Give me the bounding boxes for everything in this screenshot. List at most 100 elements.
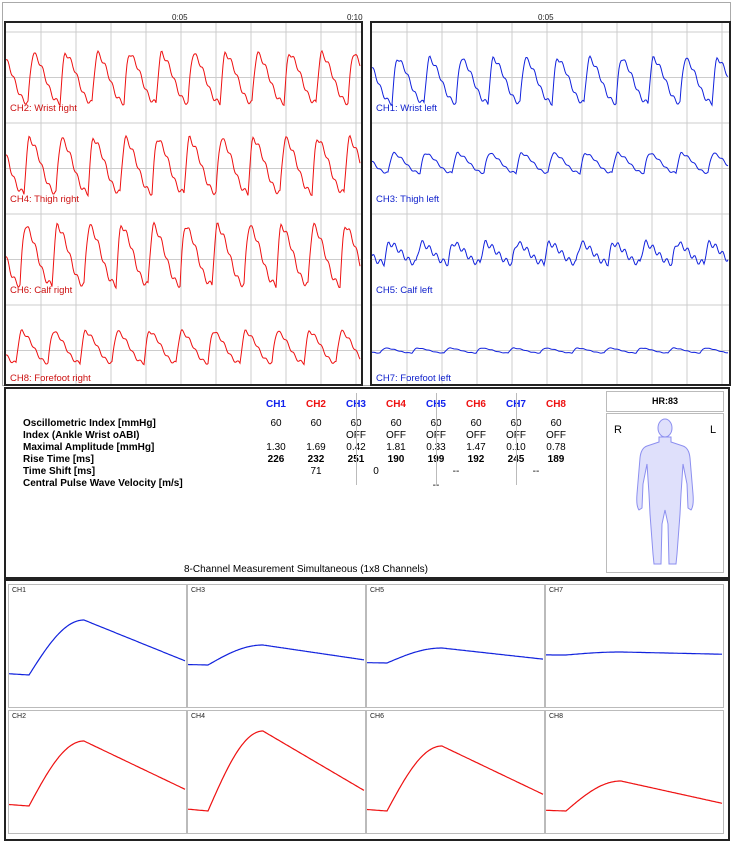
- time-tick: 0:10: [347, 13, 363, 22]
- time-tick: 0:05: [538, 13, 554, 22]
- channel-label: CH2: Wrist right: [10, 103, 77, 114]
- table-cell: 60: [550, 418, 562, 429]
- averaged-pulse-ch8: CH8: [545, 710, 724, 834]
- table-cell: 189: [547, 454, 565, 465]
- channel-header: CH3: [336, 399, 376, 410]
- waveform-trace: [6, 49, 361, 107]
- waveform-trace: [6, 134, 361, 198]
- channel-header: CH4: [385, 399, 406, 410]
- table-cell: OFF: [546, 430, 566, 441]
- table-cell: 192: [467, 454, 485, 465]
- averaged-pulse-trace: [546, 651, 722, 656]
- averaged-pulse-ch1: CH1: [8, 584, 187, 708]
- channel-header: CH1: [265, 399, 286, 410]
- row-label: Oscillometric Index [mmHg]: [23, 418, 156, 429]
- table-cell: OFF: [386, 430, 406, 441]
- channel-label: CH5: Calf left: [376, 285, 433, 296]
- mini-channel-label: CH2: [12, 713, 27, 720]
- averaged-pulse-curve: [546, 651, 722, 656]
- row-label: Maximal Amplitude [mmHg]: [23, 442, 155, 453]
- right-side-waveforms: [6, 23, 361, 384]
- averaged-pulse-panel: CH1 CH3 CH5 CH7 CH2 CH4 CH6 CH8: [4, 579, 730, 841]
- averaged-pulse-curve: [188, 730, 365, 812]
- mini-channel-label: CH4: [191, 713, 206, 720]
- row-label: Central Pulse Wave Velocity [m/s]: [23, 478, 183, 489]
- table-cell: 1.81: [386, 442, 406, 453]
- averaged-pulse-curve: [9, 740, 186, 807]
- table-cell: 1.69: [306, 442, 326, 453]
- time-shift-value: --: [452, 466, 460, 477]
- human-body-icon: [636, 418, 694, 565]
- averaged-pulse-trace: [188, 730, 365, 812]
- mini-channel-label: CH6: [370, 713, 385, 720]
- table-cell: 60: [390, 418, 402, 429]
- averaged-pulse-trace: [9, 740, 186, 807]
- table-cell: 60: [310, 418, 322, 429]
- right-side-waveform-panel: CH2: Wrist right CH4: Thigh right CH6: C…: [4, 21, 363, 386]
- waveform-trace: [372, 55, 729, 107]
- averaged-pulse-curve: [9, 619, 186, 676]
- channel-label: CH6: Calf right: [10, 285, 73, 296]
- channel-label: CH4: Thigh right: [10, 194, 79, 205]
- averaged-pulse-trace: [367, 647, 544, 664]
- table-cell: 0.78: [546, 442, 566, 453]
- averaged-pulse-curve: [367, 647, 544, 664]
- table-cell: 190: [387, 454, 405, 465]
- pwv-value: --: [432, 480, 440, 491]
- table-cell: 1.47: [466, 442, 486, 453]
- channel-header: CH8: [545, 399, 566, 410]
- heart-rate: HR:83: [606, 391, 724, 412]
- measurement-caption: 8-Channel Measurement Simultaneous (1x8 …: [183, 564, 429, 575]
- time-shift-value: 0: [373, 466, 379, 477]
- body-diagram: R L: [606, 413, 724, 573]
- averaged-pulse-ch6: CH6: [366, 710, 545, 834]
- channel-label: CH1: Wrist left: [376, 103, 438, 114]
- averaged-pulse-ch7: CH7: [545, 584, 724, 708]
- table-cell: 60: [470, 418, 482, 429]
- waveform-trace: [6, 221, 361, 290]
- table-cell: 60: [270, 418, 282, 429]
- right-side-label: R: [614, 424, 622, 436]
- averaged-pulse-curve: [367, 745, 544, 812]
- row-label: Time Shift [ms]: [23, 466, 96, 477]
- waveform-trace: [372, 239, 729, 268]
- results-panel: CH1 CH2 CH3 CH4 CH5 CH6 CH7 CH8 Oscillometric In…: [4, 387, 730, 579]
- table-cell: OFF: [466, 430, 486, 441]
- averaged-pulse-ch4: CH4: [187, 710, 366, 834]
- mini-channel-label: CH3: [191, 587, 206, 594]
- averaged-pulse-ch3: CH3: [187, 584, 366, 708]
- averaged-pulse-trace: [188, 644, 365, 666]
- table-cell: 226: [267, 454, 285, 465]
- left-side-waveform-panel: CH1: Wrist left CH3: Thigh left CH5: Cal…: [370, 21, 731, 386]
- row-label: Rise Time [ms]: [23, 454, 94, 465]
- mini-channel-label: CH1: [12, 587, 27, 594]
- left-side-label: L: [710, 424, 717, 436]
- channel-label: CH7: Forefoot left: [376, 373, 451, 384]
- time-shift-value: --: [532, 466, 540, 477]
- channel-header: CH5: [416, 399, 456, 410]
- mini-channel-label: CH5: [370, 587, 385, 594]
- table-cell: 1.30: [266, 442, 286, 453]
- averaged-pulse-ch2: CH2: [8, 710, 187, 834]
- time-shift-value: 71: [310, 466, 322, 477]
- waveform-trace: [6, 328, 361, 366]
- table-cell: 232: [307, 454, 325, 465]
- waveform-trace: [372, 151, 729, 175]
- time-tick: 0:05: [172, 13, 188, 22]
- averaged-pulse-trace: [9, 619, 186, 676]
- mini-channel-label: CH8: [549, 713, 564, 720]
- channel-header: CH2: [305, 399, 326, 410]
- left-side-waveforms: [372, 23, 729, 384]
- averaged-pulse-curve: [546, 780, 723, 812]
- averaged-pulse-trace: [546, 780, 723, 812]
- averaged-pulse-trace: [367, 745, 544, 812]
- waveform-trace: [372, 347, 729, 354]
- channel-header: CH6: [465, 399, 486, 410]
- channel-label: CH3: Thigh left: [376, 194, 440, 205]
- channel-label: CH8: Forefoot right: [10, 373, 91, 384]
- mini-channel-label: CH7: [549, 587, 564, 594]
- row-label: Index (Ankle Wrist oABI): [23, 430, 140, 441]
- channel-header: CH7: [496, 399, 536, 410]
- averaged-pulse-ch5: CH5: [366, 584, 545, 708]
